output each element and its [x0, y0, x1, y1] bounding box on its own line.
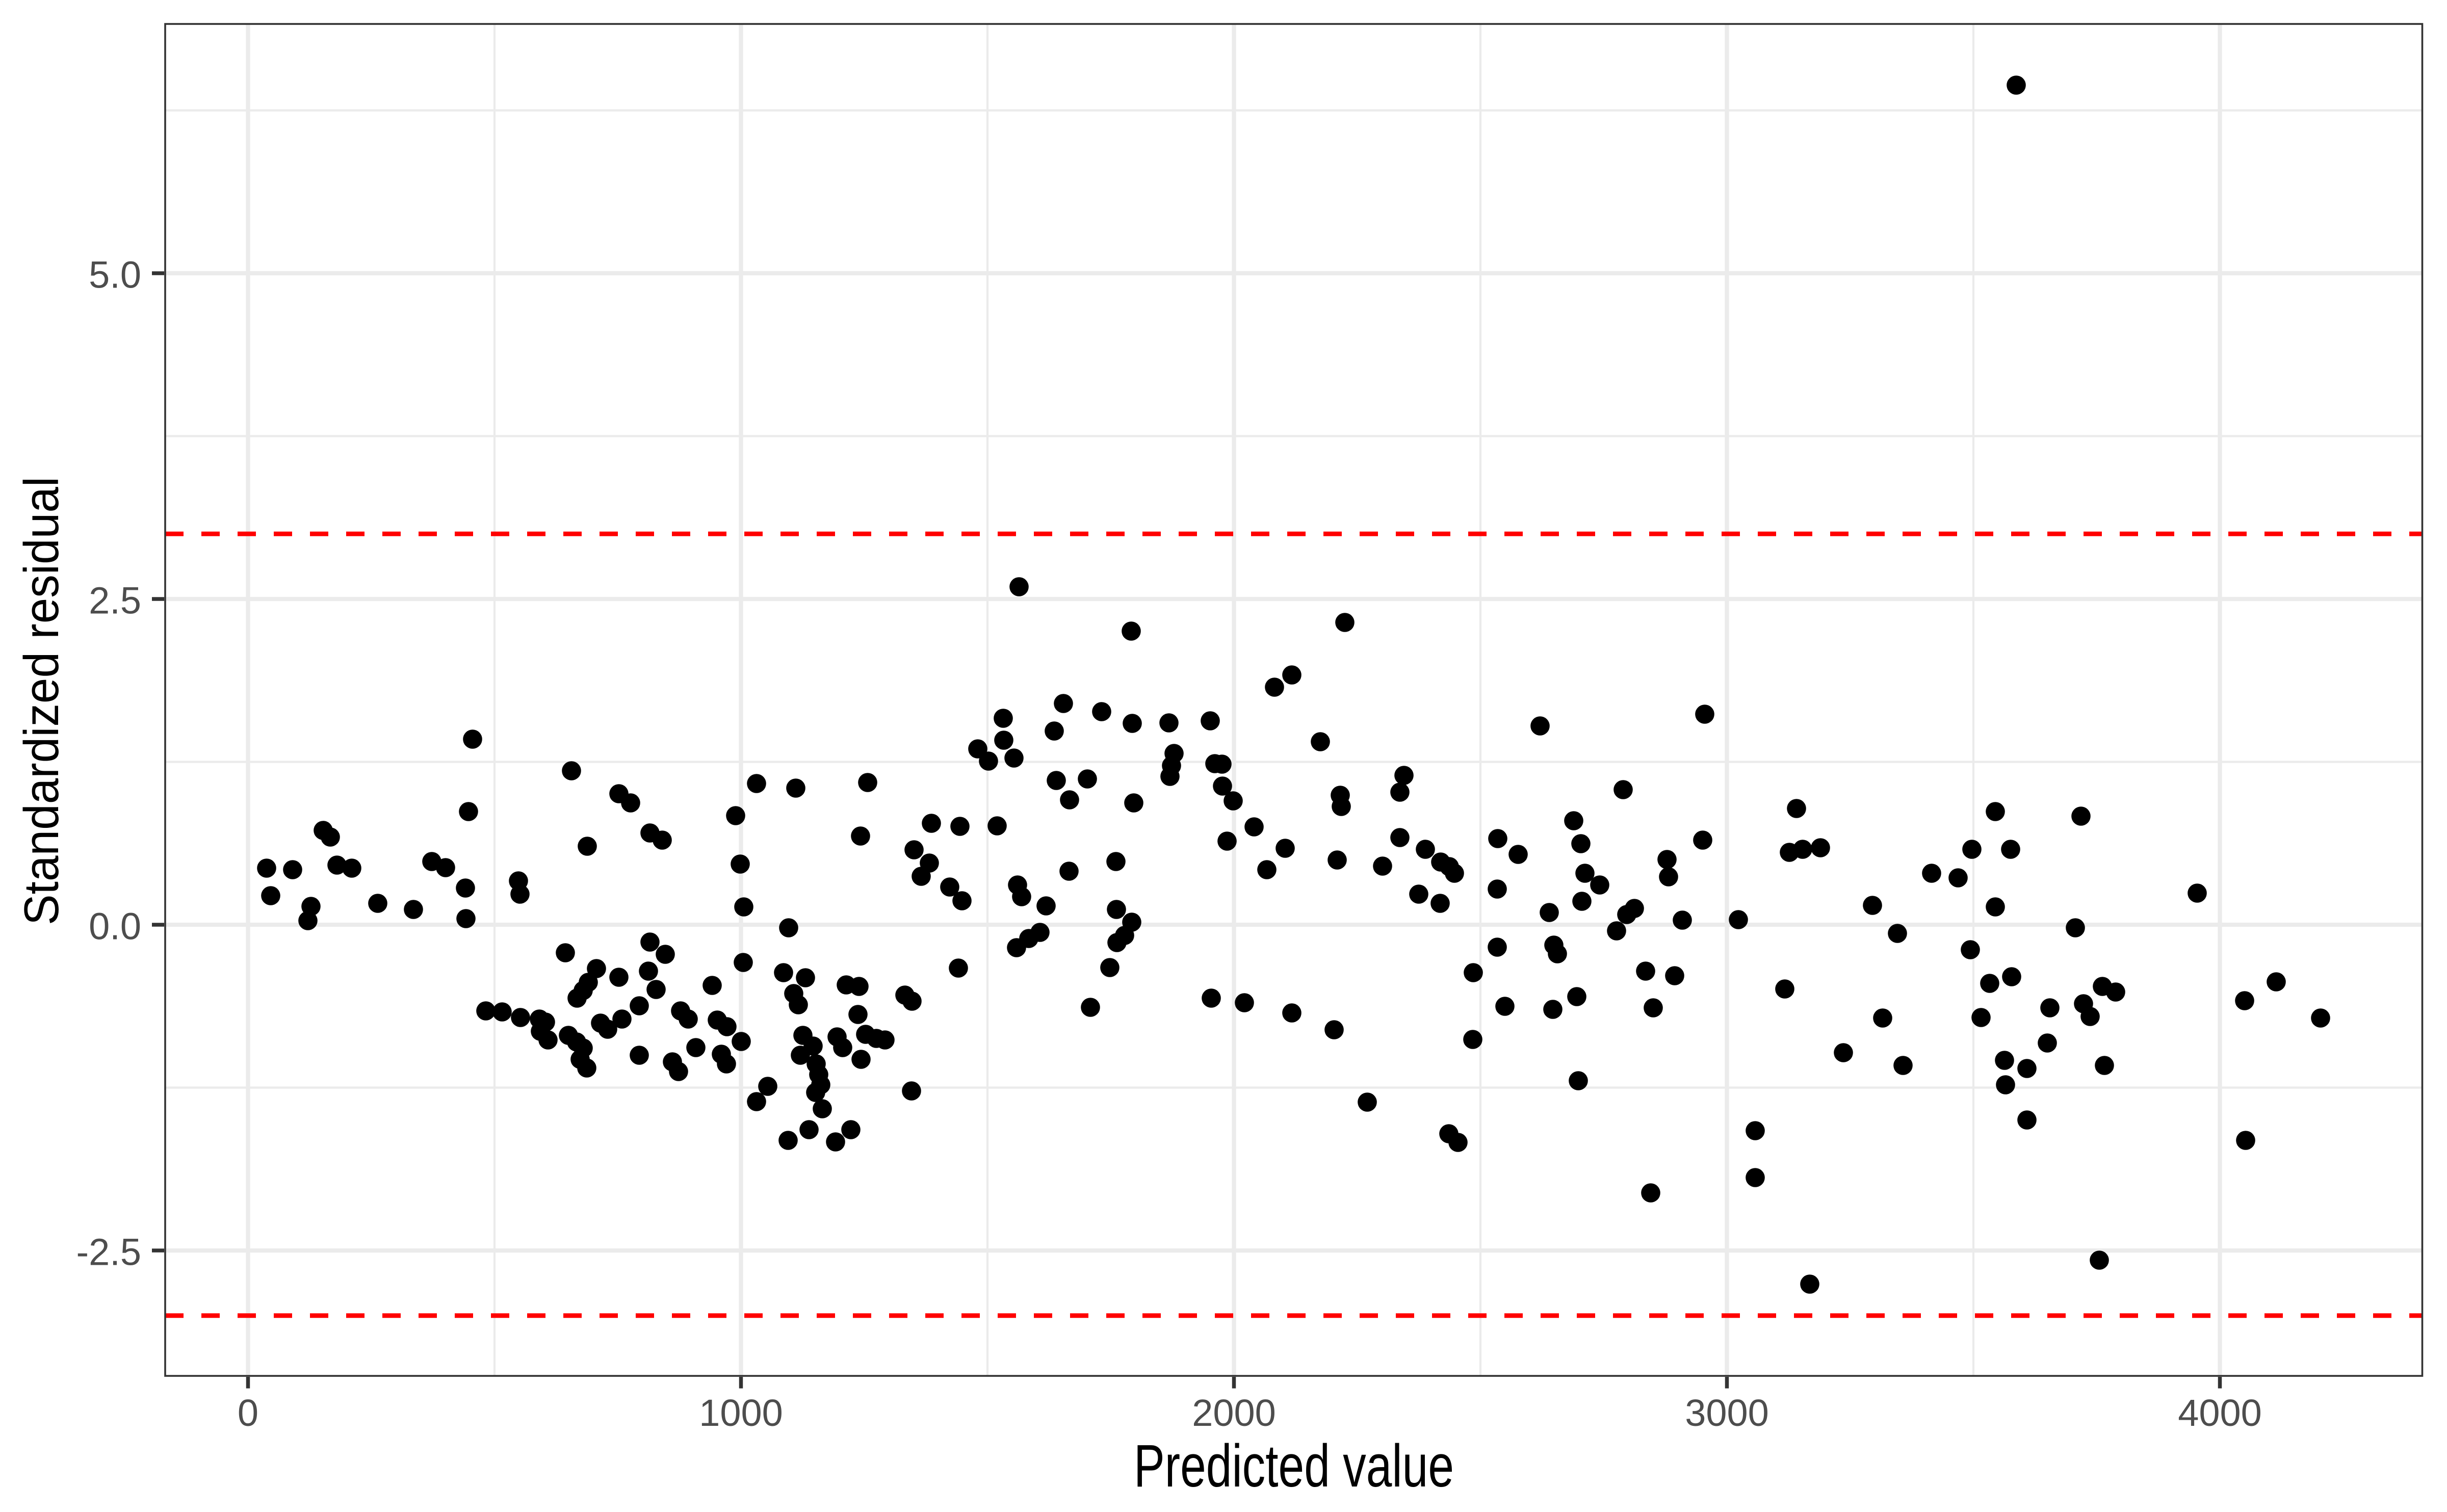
svg-text:0.0: 0.0	[89, 905, 141, 948]
svg-text:1000: 1000	[699, 1392, 783, 1434]
svg-text:3000: 3000	[1685, 1392, 1769, 1434]
svg-text:Predicted value: Predicted value	[1134, 1432, 1454, 1500]
svg-text:-2.5: -2.5	[76, 1231, 141, 1273]
svg-text:2.5: 2.5	[89, 580, 141, 622]
svg-text:Standardized residual: Standardized residual	[14, 477, 69, 925]
svg-text:5.0: 5.0	[89, 254, 141, 296]
svg-text:2000: 2000	[1192, 1392, 1276, 1434]
svg-text:4000: 4000	[2178, 1392, 2262, 1434]
svg-text:0: 0	[238, 1392, 258, 1434]
